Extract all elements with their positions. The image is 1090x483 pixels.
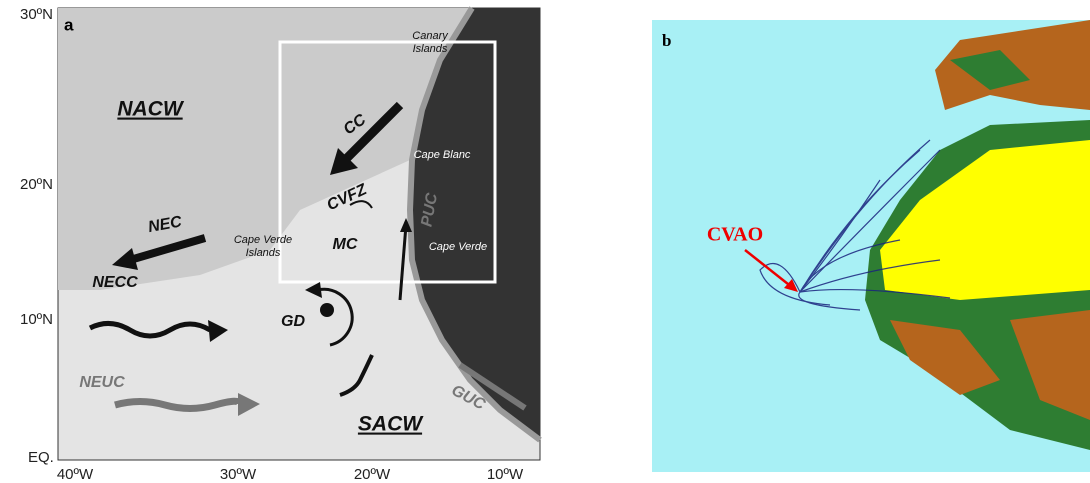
- lat-label: EQ.: [28, 449, 54, 466]
- gd-dot: [320, 303, 334, 317]
- place-label: Islands: [246, 247, 281, 259]
- lon-label: 10ºW: [487, 466, 524, 483]
- panel-b: b CVAO: [652, 20, 1090, 472]
- credit: Ocean Data View: [544, 408, 550, 455]
- lon-label: 40ºW: [57, 466, 94, 483]
- current-label: NEUC: [79, 374, 125, 391]
- current-label: GD: [281, 313, 305, 330]
- place-label: Cape Verde: [234, 234, 292, 246]
- place-label: Cape Blanc: [414, 149, 471, 161]
- lat-label: 10ºN: [20, 311, 53, 328]
- current-label: MC: [333, 236, 358, 253]
- water-mass: NACW: [117, 98, 184, 121]
- place-label: Cape Verde: [429, 241, 487, 253]
- current-label: NECC: [92, 274, 138, 291]
- figure: 30ºN 20ºN 10ºN EQ. 40ºW 30ºW 20ºW 10ºW a…: [0, 0, 1090, 483]
- station-label: CVAO: [707, 224, 763, 246]
- lat-label: 30ºN: [20, 6, 53, 23]
- lon-label: 30ºW: [220, 466, 257, 483]
- place-label: Islands: [413, 43, 448, 55]
- panel-label: b: [662, 31, 671, 50]
- place-label: Canary: [412, 30, 449, 42]
- panel-label: a: [64, 15, 74, 34]
- lon-label: 20ºW: [354, 466, 391, 483]
- water-mass: SACW: [358, 413, 424, 436]
- panel-a: 30ºN 20ºN 10ºN EQ. 40ºW 30ºW 20ºW 10ºW a…: [20, 6, 550, 483]
- lat-label: 20ºN: [20, 176, 53, 193]
